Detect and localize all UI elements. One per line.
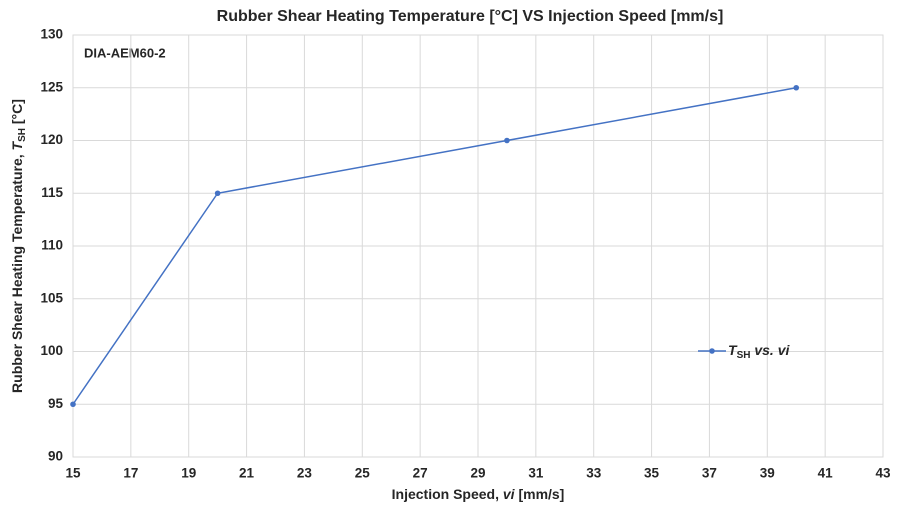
- annotation: DIA-AEM60-2: [84, 45, 166, 60]
- x-tick-label: 23: [297, 466, 313, 481]
- y-tick-label: 100: [40, 343, 63, 358]
- x-label-symbol: vi: [503, 486, 516, 502]
- x-tick-label: 37: [702, 466, 717, 481]
- y-label-subscript: SH: [17, 128, 28, 142]
- x-axis-label: Injection Speed, vi [mm/s]: [392, 486, 565, 502]
- legend-subscript: SH: [737, 350, 751, 361]
- x-label-text: Injection Speed,: [392, 486, 503, 502]
- x-label-unit: [mm/s]: [515, 486, 565, 502]
- x-tick-label: 29: [470, 466, 485, 481]
- y-tick-label: 90: [48, 449, 63, 464]
- y-label-text: Rubber Shear Heating Temperature,: [9, 150, 25, 392]
- y-tick-label: 95: [48, 396, 64, 411]
- x-tick-label: 33: [586, 466, 602, 481]
- chart-title: Rubber Shear Heating Temperature [°C] VS…: [217, 8, 724, 25]
- data-point: [504, 137, 510, 144]
- x-tick-label: 43: [875, 466, 891, 481]
- y-tick-label: 110: [41, 238, 63, 253]
- y-axis-label: Rubber Shear Heating Temperature, TSH [°…: [9, 99, 28, 393]
- x-tick-label: 41: [818, 466, 834, 481]
- legend-text: vs. vi: [750, 342, 790, 358]
- x-tick-label: 19: [181, 466, 196, 481]
- y-tick-label: 125: [40, 79, 63, 94]
- x-tick-label: 17: [123, 466, 138, 481]
- legend-symbol: T: [728, 342, 738, 358]
- y-label-unit: [°C]: [9, 99, 25, 128]
- data-point: [214, 190, 221, 197]
- y-label-symbol: T: [9, 140, 25, 150]
- series-line: [72, 87, 797, 405]
- x-tick-label: 25: [355, 466, 371, 481]
- y-tick-label: 130: [40, 27, 63, 42]
- plot-frame: [72, 34, 884, 458]
- y-tick-label: 105: [40, 290, 63, 305]
- x-tick-label: 31: [528, 466, 544, 481]
- data-point: [70, 401, 76, 408]
- data-point: [793, 84, 800, 91]
- x-tick-label: 15: [65, 466, 81, 481]
- legend-marker: [709, 348, 715, 354]
- legend-entry: TSH vs. vi: [728, 342, 790, 361]
- x-tick-label: 35: [644, 466, 660, 481]
- x-tick-label: 21: [239, 466, 255, 481]
- y-tick-label: 115: [41, 185, 63, 200]
- x-tick-label: 39: [760, 466, 775, 481]
- y-tick-label: 120: [40, 132, 63, 147]
- x-tick-label: 27: [413, 466, 428, 481]
